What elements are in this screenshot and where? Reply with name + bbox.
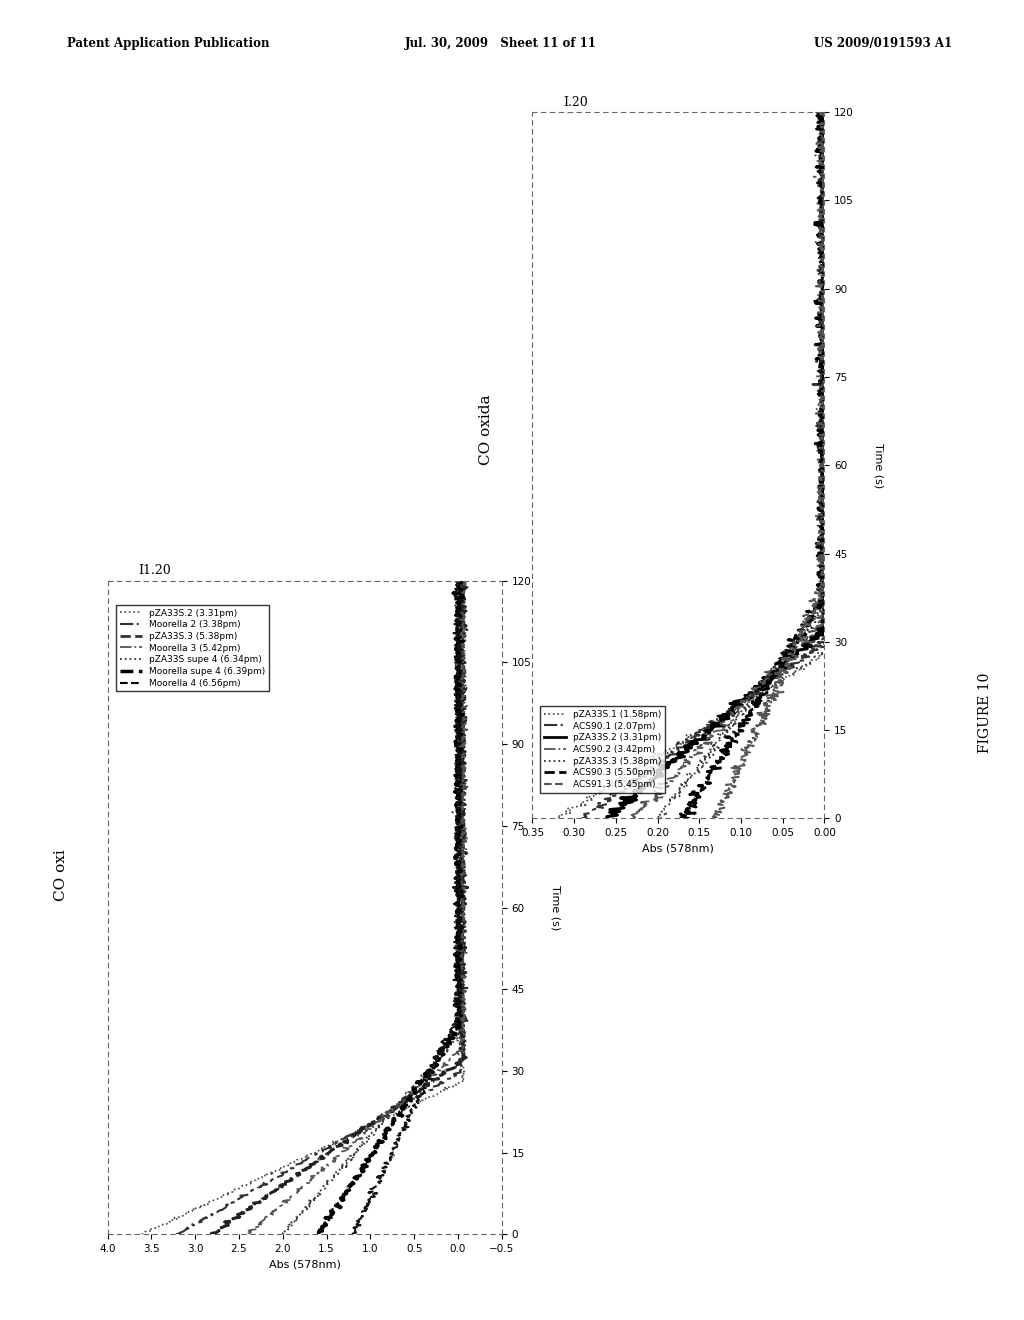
Text: Jul. 30, 2009   Sheet 11 of 11: Jul. 30, 2009 Sheet 11 of 11 <box>404 37 596 50</box>
Text: CO oxi: CO oxi <box>54 849 69 900</box>
Y-axis label: Time (s): Time (s) <box>551 884 561 931</box>
Text: I1.20: I1.20 <box>138 564 171 577</box>
Text: US 2009/0191593 A1: US 2009/0191593 A1 <box>814 37 952 50</box>
X-axis label: Abs (578nm): Abs (578nm) <box>642 843 715 854</box>
Y-axis label: Time (s): Time (s) <box>873 442 884 488</box>
Legend: pZA33S.2 (3.31pm), Moorella 2 (3.38pm), pZA33S.3 (5.38pm), Moorella 3 (5.42pm), : pZA33S.2 (3.31pm), Moorella 2 (3.38pm), … <box>116 605 269 692</box>
Text: FIGURE 10: FIGURE 10 <box>978 673 992 752</box>
Text: I.20: I.20 <box>563 95 588 108</box>
Text: CO oxida: CO oxida <box>479 395 494 465</box>
X-axis label: Abs (578nm): Abs (578nm) <box>268 1259 341 1270</box>
Legend: pZA33S.1 (1.58pm), ACS90.1 (2.07pm), pZA33S.2 (3.31pm), ACS90.2 (3.42pm), pZA33S: pZA33S.1 (1.58pm), ACS90.1 (2.07pm), pZA… <box>540 706 666 793</box>
Text: Patent Application Publication: Patent Application Publication <box>67 37 269 50</box>
